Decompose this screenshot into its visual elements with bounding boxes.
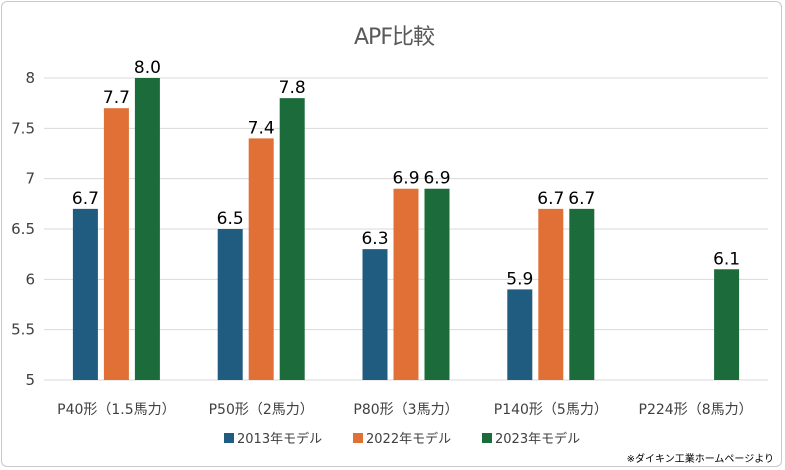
data-label: 7.4	[248, 118, 275, 138]
legend-swatch	[224, 433, 234, 443]
legend-swatch	[353, 433, 363, 443]
y-tick-label: 6	[25, 270, 35, 288]
bar	[103, 108, 129, 380]
legend-label: 2022年モデル	[366, 431, 451, 447]
bar	[362, 249, 388, 380]
data-label: 6.7	[72, 189, 99, 209]
x-axis-categories: P40形（1.5馬力） P50形（2馬力） P80形（3馬力） P140形（5馬力） P…	[57, 402, 753, 418]
y-axis-ticks: 5 5.5 6 6.5 7 7.5 8	[11, 69, 35, 389]
data-label: 6.7	[537, 189, 564, 209]
bar	[279, 98, 305, 380]
chart-title: APF比較	[354, 25, 435, 50]
data-label: 6.1	[713, 249, 740, 269]
bar	[248, 138, 274, 380]
y-tick-label: 7	[25, 170, 35, 188]
data-label: 7.7	[103, 88, 130, 108]
x-tick-label: P80形（3馬力）	[353, 402, 458, 418]
data-labels: 6.77.78.06.57.47.86.36.9 6.95.96.7 6.76.1	[72, 58, 740, 289]
bar	[393, 188, 419, 380]
bar	[134, 78, 160, 380]
bar	[538, 208, 564, 380]
data-label: 6.7	[568, 189, 595, 209]
bar	[507, 289, 533, 380]
data-label: 6.9	[423, 169, 450, 189]
y-tick-label: 5.5	[11, 321, 35, 339]
x-tick-label: P224形（8馬力）	[639, 402, 753, 418]
bar	[424, 188, 450, 380]
bar	[714, 269, 740, 380]
bars	[72, 78, 740, 380]
data-label: 8.0	[134, 58, 161, 78]
bar	[569, 208, 595, 380]
y-tick-label: 7.5	[11, 119, 35, 137]
data-label: 6.9	[392, 169, 419, 189]
bar	[72, 208, 98, 380]
legend-label: 2023年モデル	[495, 431, 580, 447]
legend: 2013年モデル 2022年モデル 2023年モデル	[224, 431, 580, 447]
x-tick-label: P40形（1.5馬力）	[57, 402, 176, 418]
data-label: 5.9	[506, 269, 533, 289]
legend-swatch	[482, 433, 492, 443]
x-tick-label: P50形（2馬力）	[209, 402, 314, 418]
y-tick-label: 8	[25, 69, 35, 87]
data-label: 7.8	[279, 78, 306, 98]
source-note: ※ダイキン工業ホームページより	[627, 452, 774, 465]
x-tick-label: P140形（5馬力）	[494, 402, 608, 418]
data-label: 6.3	[361, 229, 388, 249]
y-tick-label: 5	[25, 371, 35, 389]
legend-label: 2013年モデル	[237, 431, 322, 447]
data-label: 6.5	[217, 209, 244, 229]
y-tick-label: 6.5	[11, 220, 35, 238]
bar	[217, 229, 243, 380]
